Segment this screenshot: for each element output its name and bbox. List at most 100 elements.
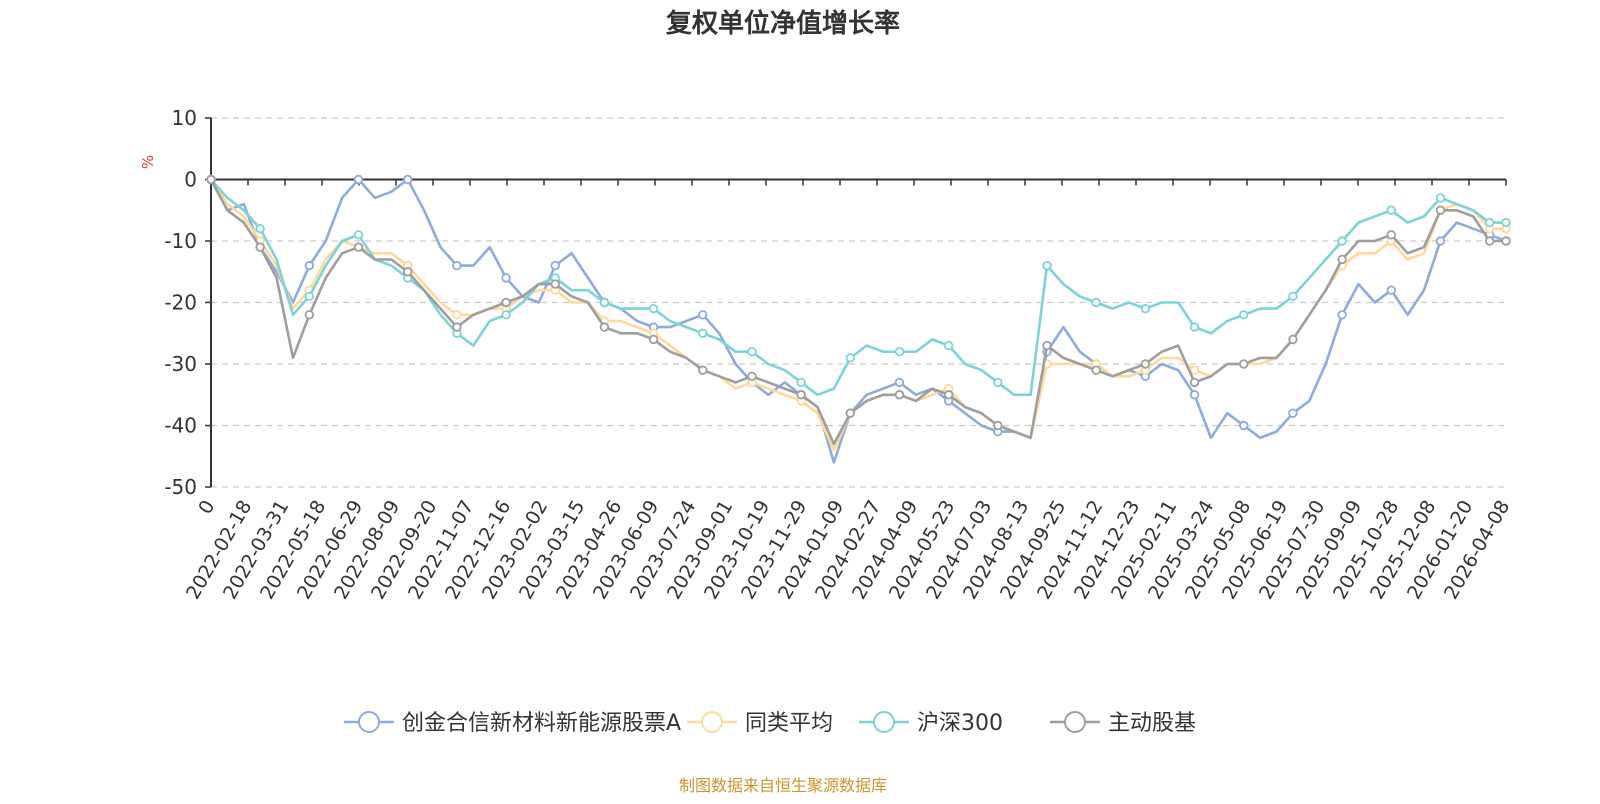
series-point-0 — [1239, 420, 1249, 431]
legend-item-1[interactable]: 同类平均 — [687, 711, 833, 736]
series-point-3 — [698, 365, 708, 375]
series-point-3 — [1189, 377, 1200, 388]
series-point-2 — [1140, 303, 1151, 314]
axes: 100-10-20-30-40-5002022-02-182022-03-312… — [164, 106, 1514, 603]
y-tick-label: -30 — [164, 352, 197, 376]
legend-marker — [358, 711, 380, 733]
series-point-2 — [1337, 236, 1347, 246]
series-point-3 — [452, 322, 462, 332]
series-point-2 — [747, 347, 757, 357]
source-note: 制图数据来自恒生聚源数据库 — [679, 776, 887, 795]
y-tick-label: -20 — [164, 291, 197, 315]
series-point-3 — [599, 322, 610, 332]
y-tick-label: -50 — [164, 475, 197, 499]
series-point-3 — [1140, 359, 1151, 369]
series-point-3 — [1288, 334, 1298, 345]
series-point-3 — [648, 334, 659, 345]
series-point-3 — [845, 408, 856, 418]
series-point-2 — [1435, 193, 1446, 203]
series-point-0 — [353, 174, 364, 185]
grid-lines — [211, 117, 1506, 488]
series-point-2 — [845, 353, 856, 363]
series-point-3 — [943, 390, 954, 400]
series-point-3 — [206, 174, 216, 185]
series-point-2 — [599, 297, 610, 308]
series-point-3 — [993, 420, 1003, 431]
legend-item-0[interactable]: 创金合信新材料新能源股票A — [344, 711, 681, 736]
legend-marker — [1064, 711, 1086, 733]
y-axis-unit: % — [139, 155, 157, 169]
series-point-3 — [353, 242, 364, 252]
legend-item-2[interactable]: 沪深300 — [859, 711, 1003, 736]
series-point-3 — [501, 297, 511, 308]
series-point-3 — [1484, 236, 1495, 246]
series-point-3 — [747, 371, 757, 381]
legend-label: 同类平均 — [745, 711, 833, 736]
series-lines — [206, 174, 1511, 464]
series-point-2 — [796, 377, 806, 388]
series-point-2 — [304, 291, 315, 302]
series-point-0 — [403, 174, 413, 185]
series-point-2 — [1386, 205, 1396, 215]
series-point-2 — [1189, 322, 1200, 332]
legend-marker — [873, 711, 895, 733]
series-point-0 — [698, 310, 708, 320]
series-point-2 — [993, 377, 1003, 388]
series-point-3 — [1091, 365, 1101, 375]
series-point-0 — [304, 260, 315, 271]
series-point-2 — [501, 310, 511, 320]
series-point-2 — [1288, 291, 1298, 302]
series-point-3 — [1386, 230, 1396, 240]
series-point-0 — [1288, 408, 1298, 418]
legend-label: 沪深300 — [917, 711, 1003, 736]
series-point-2 — [1484, 217, 1495, 228]
series-line-2 — [210, 178, 1506, 397]
series-point-0 — [1386, 285, 1396, 295]
y-tick-label: 0 — [184, 168, 197, 192]
series-point-2 — [943, 340, 954, 351]
x-tick-label: 0 — [194, 497, 219, 518]
series-point-3 — [1435, 205, 1446, 215]
series-point-2 — [255, 223, 265, 234]
chart-title: 复权单位净值增长率 — [666, 8, 900, 39]
series-point-2 — [1239, 310, 1249, 320]
series-point-2 — [894, 347, 905, 357]
series-point-3 — [255, 242, 265, 252]
series-point-0 — [550, 260, 560, 271]
series-point-2 — [1091, 297, 1101, 308]
legend-marker — [701, 711, 723, 733]
series-point-0 — [1435, 236, 1446, 246]
series-point-2 — [1501, 217, 1511, 228]
series-point-3 — [1501, 236, 1511, 246]
series-point-2 — [648, 303, 659, 314]
series-point-2 — [698, 328, 708, 338]
series-line-0 — [209, 178, 1507, 464]
series-point-3 — [796, 390, 806, 400]
series-point-0 — [1189, 390, 1200, 400]
series-point-0 — [1337, 310, 1347, 320]
series-point-0 — [501, 273, 511, 283]
y-tick-label: 10 — [172, 106, 197, 130]
series-point-2 — [1042, 260, 1052, 271]
series-point-1 — [1189, 365, 1200, 375]
series-point-1 — [452, 310, 462, 320]
series-point-3 — [894, 390, 905, 400]
series-point-2 — [353, 230, 364, 240]
legend[interactable]: 创金合信新材料新能源股票A 同类平均 沪深300 主动股基 — [344, 711, 1196, 736]
series-point-3 — [304, 310, 315, 320]
y-tick-label: -10 — [164, 229, 197, 253]
legend-label: 主动股基 — [1108, 711, 1196, 736]
series-line-1 — [209, 178, 1506, 452]
series-point-3 — [550, 279, 560, 289]
y-tick-label: -40 — [164, 414, 197, 438]
series-point-0 — [452, 260, 462, 271]
series-point-3 — [403, 267, 413, 277]
legend-item-3[interactable]: 主动股基 — [1050, 711, 1196, 736]
series-point-3 — [1239, 359, 1249, 369]
series-point-0 — [894, 377, 905, 388]
series-point-3 — [1337, 254, 1347, 265]
series-point-3 — [1042, 340, 1052, 351]
legend-label: 创金合信新材料新能源股票A — [402, 711, 681, 736]
